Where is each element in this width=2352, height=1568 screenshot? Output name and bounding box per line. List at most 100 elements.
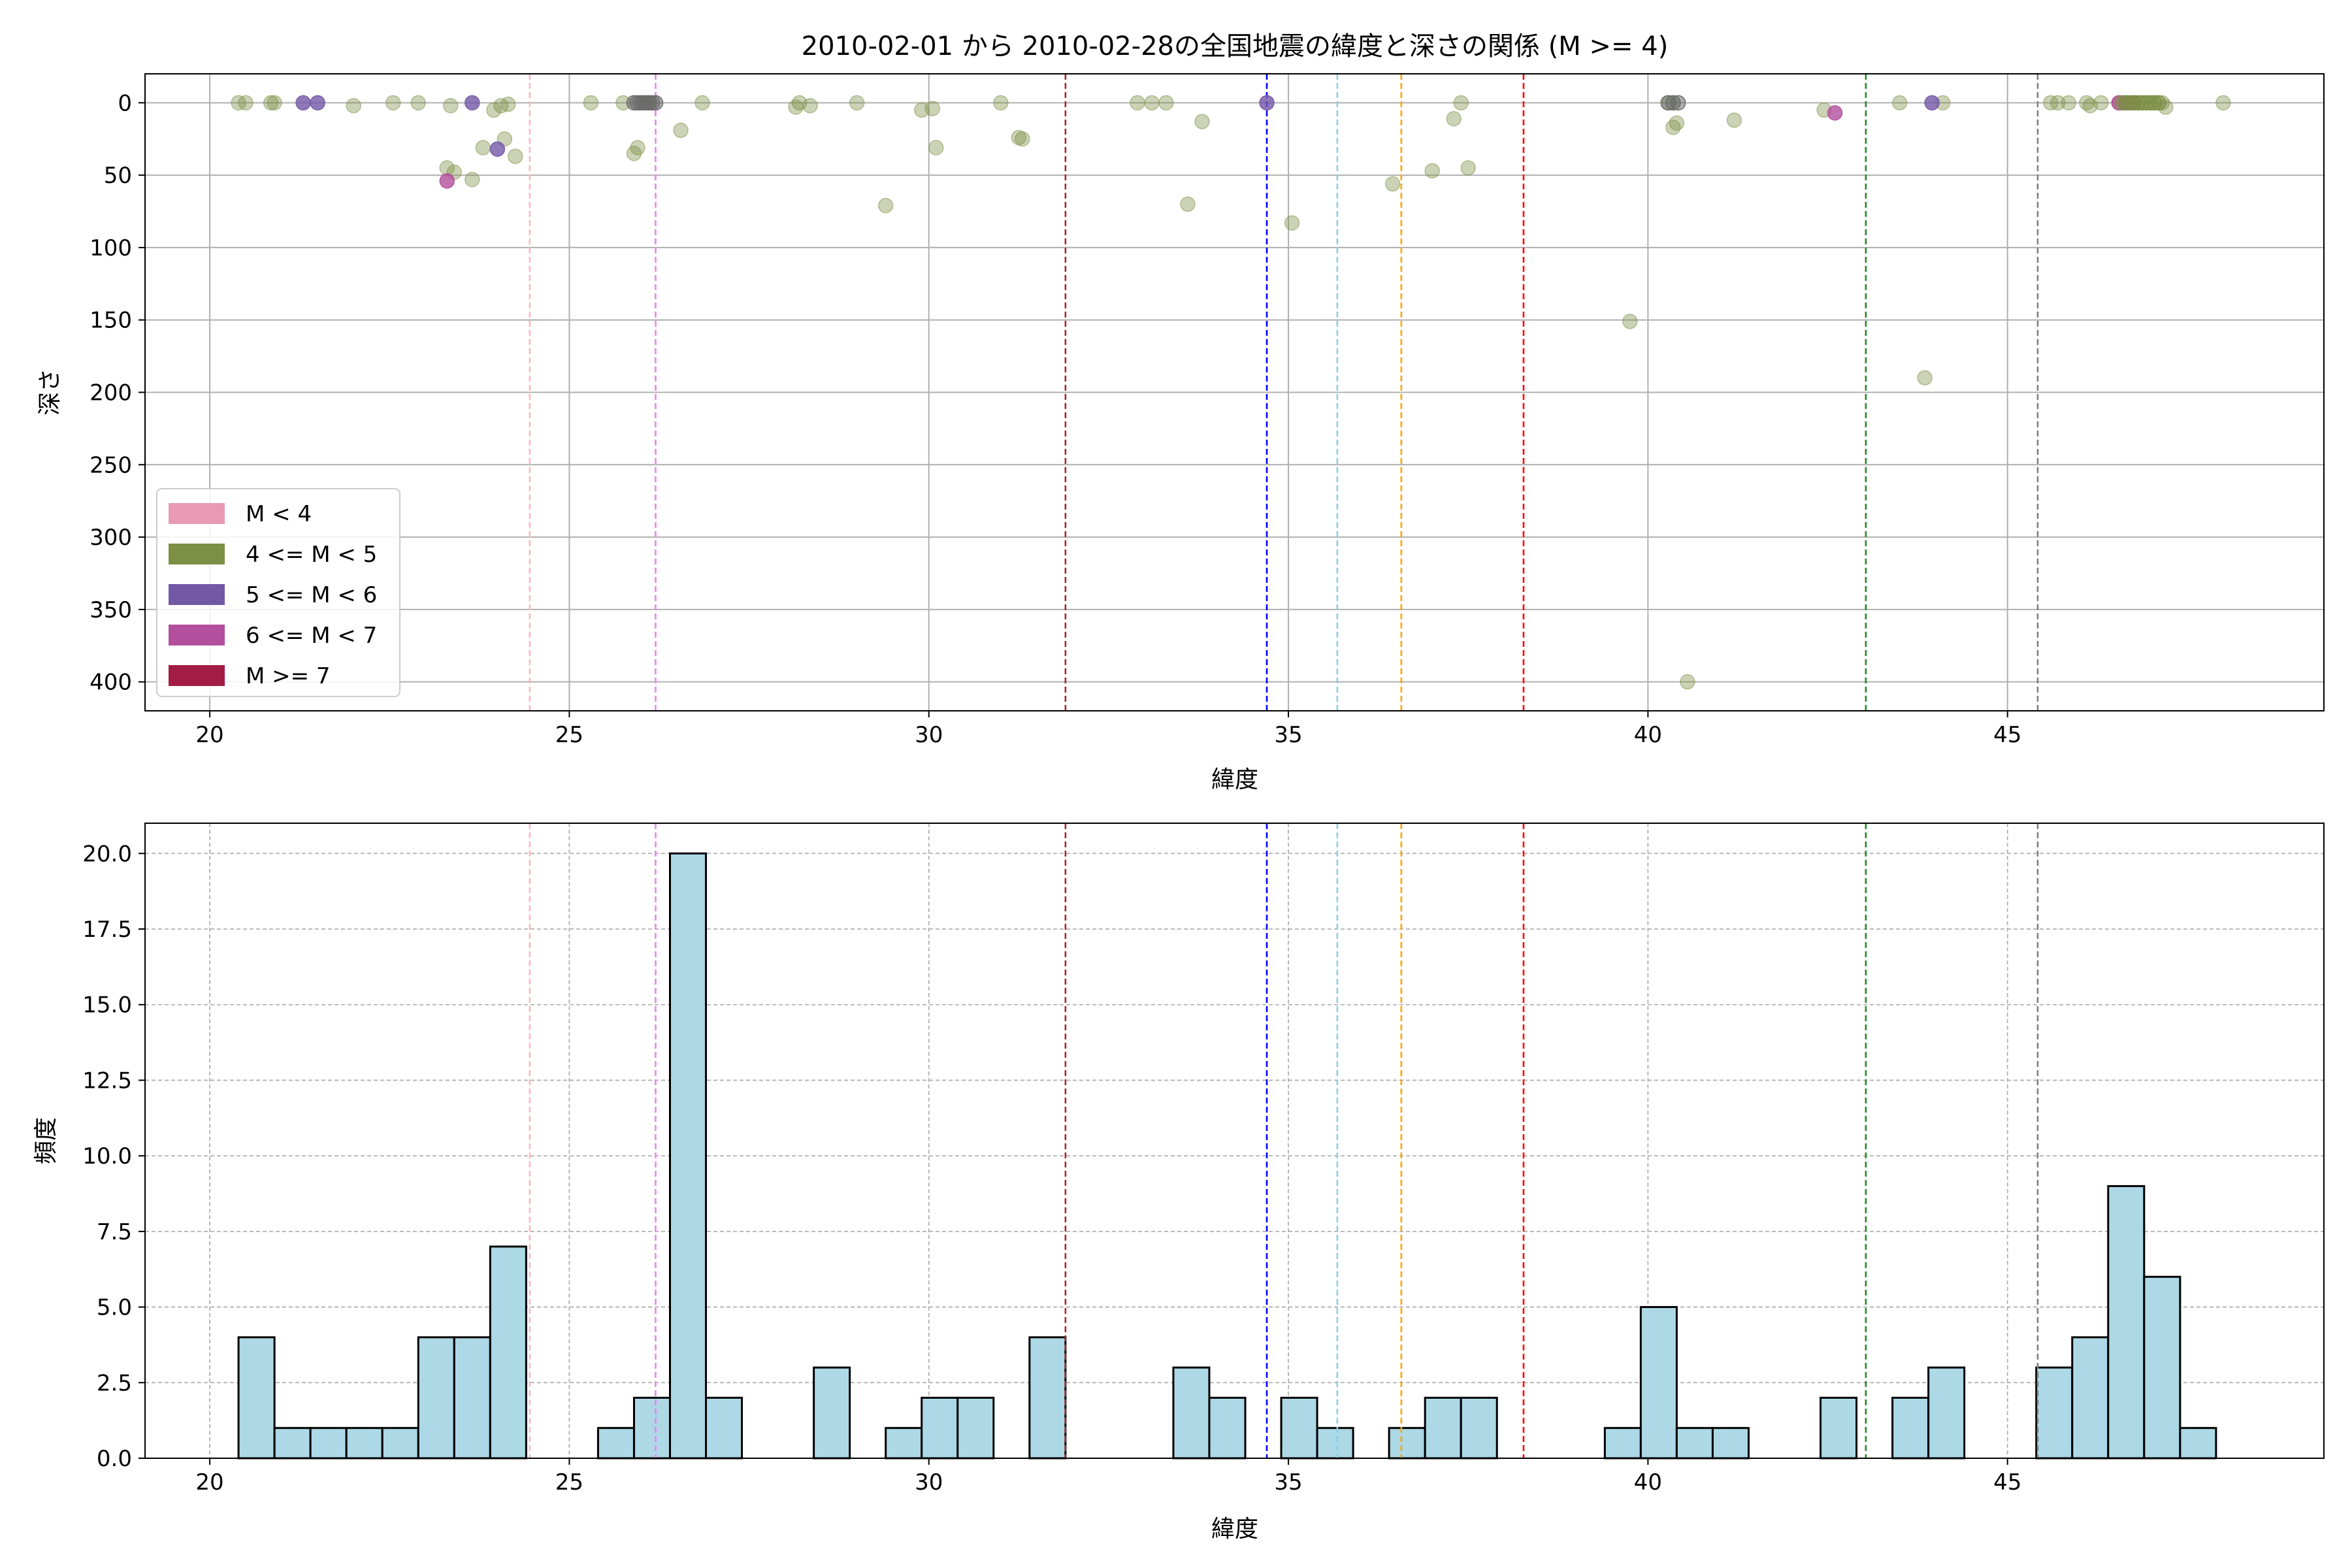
scatter-point	[2061, 95, 2077, 111]
scatter-point	[465, 95, 480, 111]
scatter-point	[410, 95, 427, 111]
legend-swatch	[169, 665, 225, 686]
scatter-x-tick-label: 45	[1993, 722, 2021, 748]
histogram-panel: 20 25 30 35 40 45 0.0 2.5 5.0 7.5 10.0 12.5 15.0 17.…	[33, 823, 2325, 1543]
scatter-x-tick-label: 30	[915, 722, 943, 748]
histogram-y-ticks: 0.0 2.5 5.0 7.5 10.0 12.5 15.0 17.5 20.0	[82, 841, 145, 1472]
scatter-reference-lines	[529, 74, 2039, 711]
scatter-y-ticks: 0 50 100 150 200 250 300 350 400	[90, 90, 145, 696]
scatter-x-tick-label: 25	[555, 722, 583, 748]
scatter-point	[583, 95, 599, 111]
histogram-bar	[1172, 1366, 1211, 1460]
histogram-y-tick-label: 20.0	[82, 841, 132, 867]
scatter-point	[1622, 314, 1638, 329]
histogram-bar	[813, 1366, 851, 1460]
scatter-points	[231, 95, 2231, 690]
histogram-bar	[1927, 1366, 1966, 1460]
histogram-y-tick-label: 7.5	[97, 1219, 132, 1245]
histogram-y-tick-label: 2.5	[97, 1370, 132, 1396]
scatter-y-tick-label: 200	[90, 380, 132, 406]
scatter-point	[1180, 196, 1196, 212]
scatter-point	[465, 172, 480, 188]
scatter-point	[1460, 160, 1476, 176]
histogram-bar	[1316, 1427, 1354, 1460]
scatter-y-tick-label: 100	[90, 235, 132, 261]
histogram-y-tick-label: 17.5	[82, 917, 132, 943]
scatter-point	[508, 148, 523, 165]
histogram-y-tick-label: 15.0	[82, 992, 132, 1019]
histogram-bar	[1208, 1396, 1247, 1460]
scatter-point	[647, 95, 664, 111]
scatter-point	[489, 141, 506, 157]
histogram-bar	[2071, 1336, 2110, 1460]
scatter-point	[928, 140, 944, 155]
scatter-point	[849, 95, 865, 111]
scatter-point	[439, 173, 455, 189]
histogram-y-tick-label: 10.0	[82, 1143, 132, 1169]
legend-label: M >= 7	[246, 663, 331, 689]
histogram-bar	[921, 1396, 959, 1460]
legend-swatch	[169, 503, 225, 524]
histogram-x-tick-label: 35	[1274, 1469, 1302, 1495]
histogram-x-tick-label: 25	[555, 1469, 583, 1495]
scatter-x-ticks: 20 25 30 35 40 45	[195, 711, 2021, 748]
histogram-bar	[345, 1427, 384, 1460]
scatter-point	[310, 95, 325, 111]
scatter-point	[500, 96, 516, 112]
scatter-point	[1424, 163, 1440, 179]
histogram-bar	[1460, 1396, 1498, 1460]
histogram-bar	[273, 1427, 312, 1460]
histogram-bar	[1603, 1427, 1642, 1460]
scatter-point	[694, 95, 710, 111]
scatter-point	[1924, 95, 1940, 111]
histogram-bar	[381, 1427, 419, 1460]
scatter-point	[1726, 112, 1742, 128]
scatter-point	[2093, 95, 2109, 111]
scatter-point	[1259, 95, 1275, 111]
histogram-x-tick-label: 20	[195, 1469, 223, 1495]
histogram-y-tick-label: 12.5	[82, 1068, 132, 1094]
scatter-point	[1015, 131, 1030, 147]
histogram-x-tick-label: 40	[1634, 1469, 1662, 1495]
scatter-point	[263, 95, 279, 111]
scatter-point	[993, 95, 1009, 111]
scatter-point	[1827, 105, 1843, 121]
scatter-y-tick-label: 50	[104, 163, 132, 189]
scatter-x-tick-label: 20	[195, 722, 223, 748]
scatter-point	[673, 122, 689, 139]
histogram-bar	[2107, 1184, 2146, 1460]
legend-swatch	[169, 625, 225, 645]
histogram-bar	[417, 1336, 455, 1460]
histogram-bar	[885, 1427, 923, 1460]
scatter-x-tick-label: 40	[1634, 722, 1662, 748]
legend-label: 6 <= M < 7	[246, 623, 377, 649]
histogram-bar	[1675, 1427, 1714, 1460]
scatter-y-tick-label: 0	[118, 90, 132, 116]
scatter-point	[630, 140, 645, 155]
scatter-point	[1891, 95, 1908, 111]
histogram-bar	[1711, 1427, 1750, 1460]
scatter-point	[475, 140, 491, 155]
histogram-y-label: 頻度	[33, 1117, 59, 1164]
histogram-x-tick-label: 45	[1993, 1469, 2021, 1495]
scatter-y-tick-label: 350	[90, 597, 132, 623]
scatter-grid	[145, 74, 2324, 711]
scatter-title: 2010-02-01 から 2010-02-28の全国地震の緯度と深さの関係 (…	[802, 31, 1669, 61]
histogram-frame	[144, 823, 2325, 1459]
histogram-x-tick-label: 30	[915, 1469, 943, 1495]
scatter-point	[443, 98, 459, 114]
scatter-x-tick-label: 35	[1274, 722, 1302, 748]
histogram-reference-lines	[529, 823, 2039, 1458]
scatter-point	[1680, 674, 1695, 690]
scatter-y-tick-label: 400	[90, 670, 132, 696]
scatter-point	[924, 101, 940, 116]
legend-label: 4 <= M < 5	[246, 542, 377, 568]
histogram-bar	[1388, 1427, 1426, 1460]
histogram-bar	[1028, 1336, 1067, 1460]
scatter-point	[295, 95, 311, 111]
scatter-legend: M < 4 4 <= M < 5 5 <= M < 6 6 <= M < 7 M >= …	[156, 488, 400, 697]
scatter-point	[1284, 215, 1300, 231]
scatter-point	[2215, 95, 2231, 111]
histogram-bar	[309, 1427, 348, 1460]
